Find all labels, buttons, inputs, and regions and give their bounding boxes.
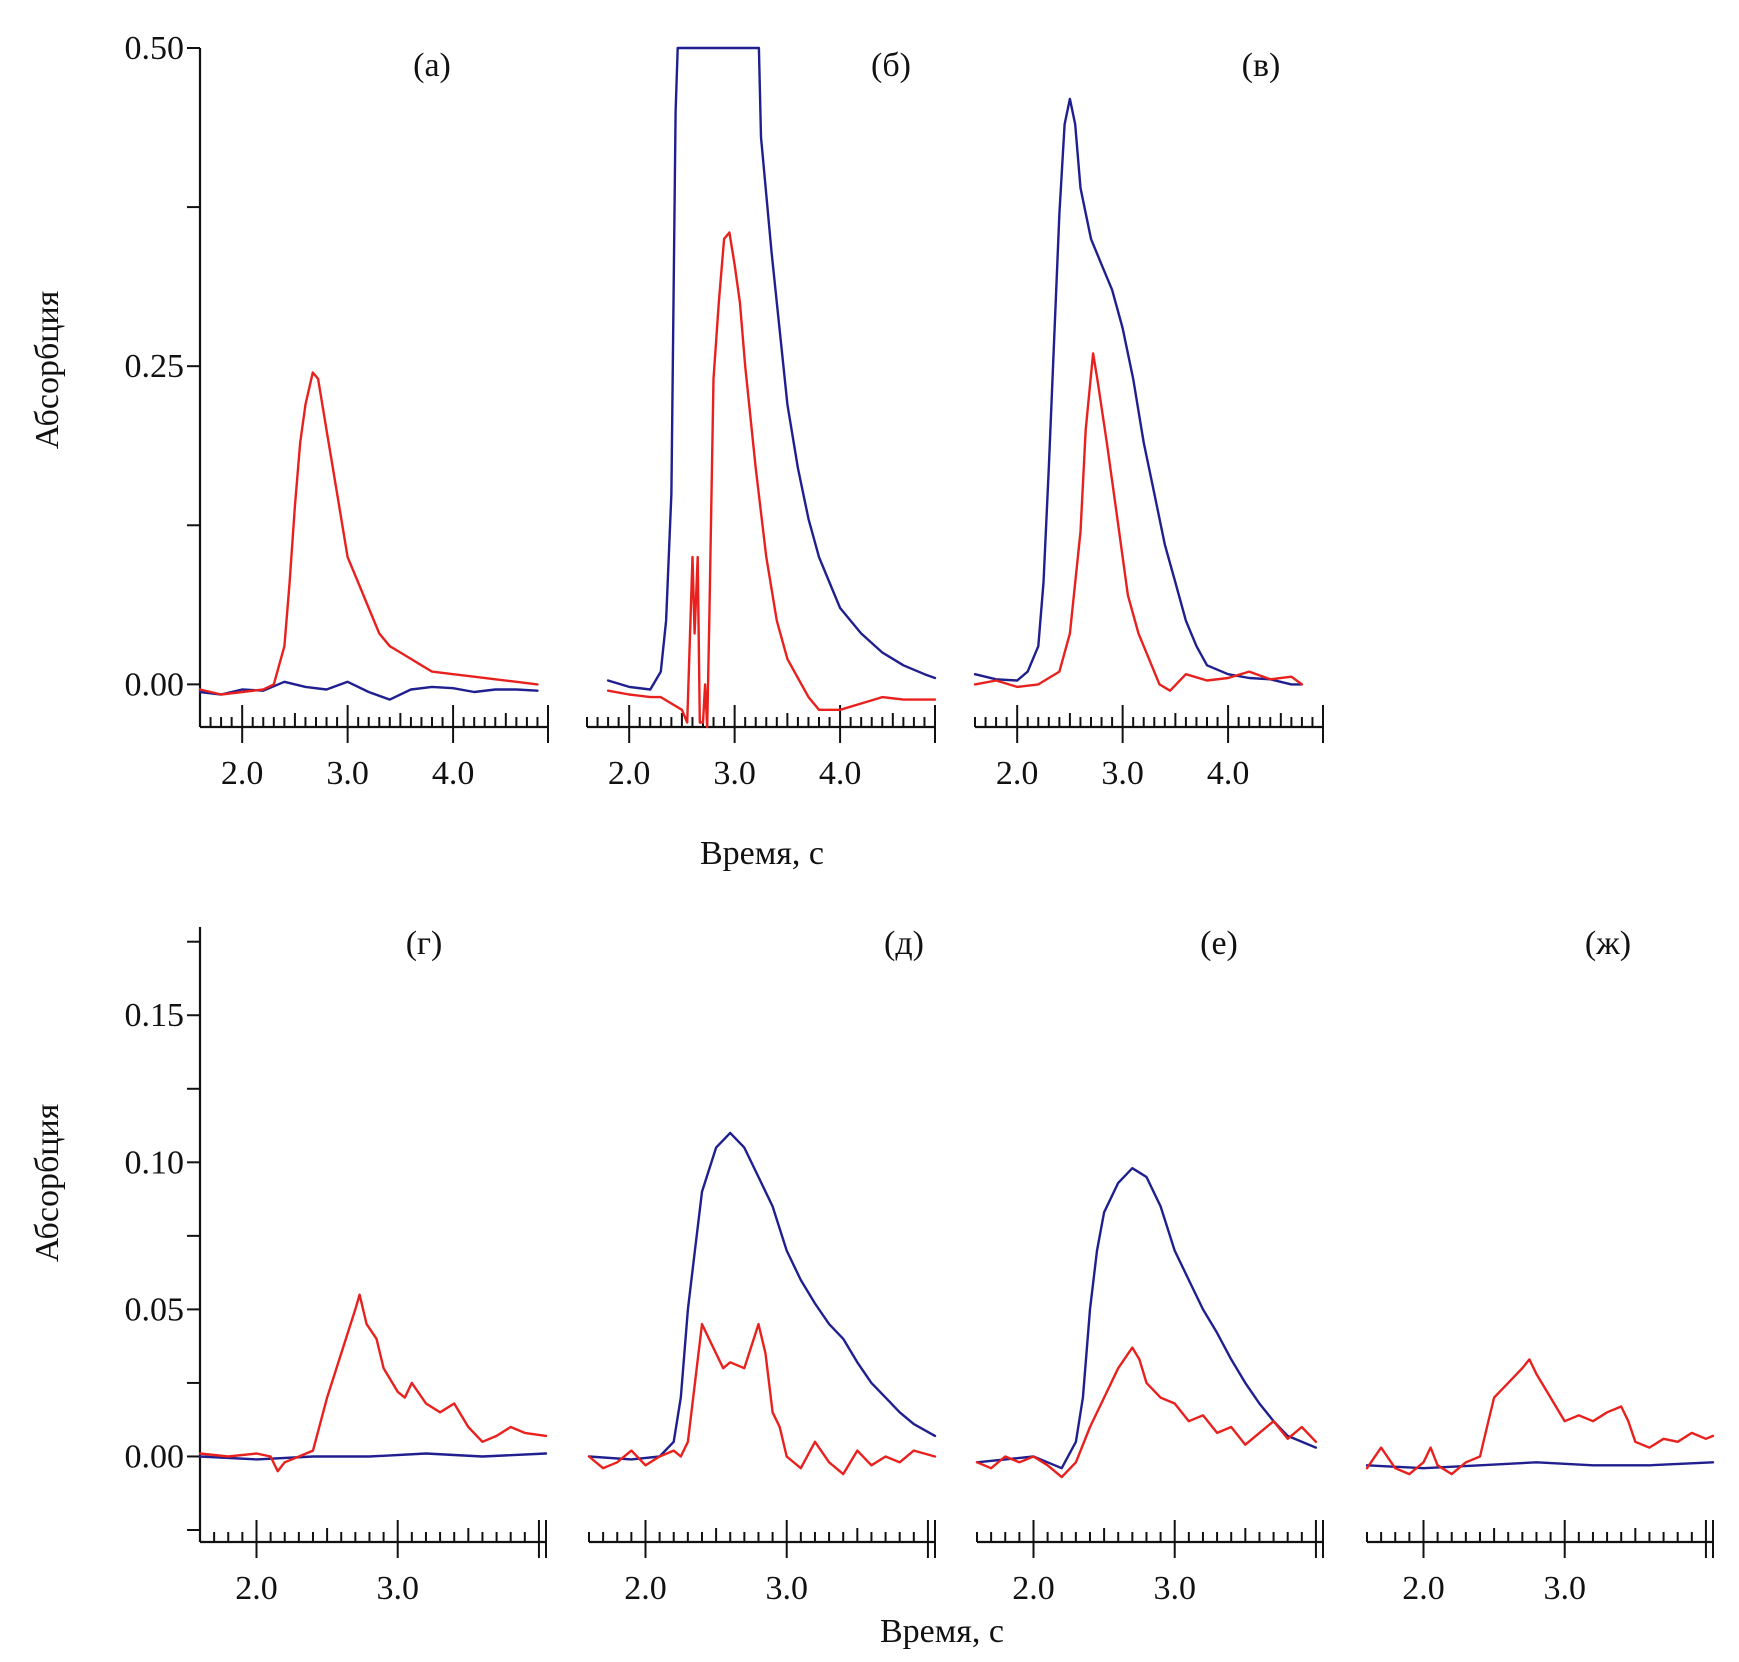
x-tick-label-b: 4.0 <box>819 755 862 792</box>
trace-blue-c <box>973 97 1304 686</box>
x-tick-label-g: 2.0 <box>1402 1570 1445 1607</box>
panel-label-e: (д) <box>884 925 924 962</box>
trace-blue-b <box>606 46 937 691</box>
y-tick-label-a: 0.50 <box>125 30 185 67</box>
trace-blue-f <box>975 1166 1318 1470</box>
x-tick-label-c: 4.0 <box>1207 755 1250 792</box>
top-y-axis-title: Абсорбция <box>29 290 66 449</box>
y-tick-label-d: 0.05 <box>125 1291 185 1328</box>
trace-blue-g <box>1365 1461 1715 1470</box>
x-tick-label-a: 4.0 <box>432 755 475 792</box>
y-tick-label-a: 0.25 <box>125 348 185 385</box>
x-tick-label-b: 3.0 <box>713 755 756 792</box>
x-tick-label-c: 3.0 <box>1101 755 1144 792</box>
panel-label-d: (г) <box>406 925 443 962</box>
y-tick-label-d: 0.15 <box>125 997 185 1034</box>
x-tick-label-d: 2.0 <box>235 1570 278 1607</box>
x-tick-label-e: 2.0 <box>624 1570 667 1607</box>
panel-label-a: (а) <box>413 47 451 84</box>
trace-red-g <box>1365 1358 1715 1476</box>
x-tick-label-b: 2.0 <box>608 755 651 792</box>
panel-label-f: (е) <box>1200 925 1238 962</box>
ticks-layer <box>187 47 1714 1558</box>
y-tick-label-a: 0.00 <box>125 666 185 703</box>
x-tick-label-f: 2.0 <box>1012 1570 1055 1607</box>
trace-red-b <box>606 231 937 729</box>
traces-layer <box>198 46 1715 1479</box>
trace-red-a <box>198 371 539 696</box>
x-tick-label-f: 3.0 <box>1153 1570 1196 1607</box>
x-tick-label-c: 2.0 <box>996 755 1039 792</box>
x-tick-label-a: 2.0 <box>221 755 264 792</box>
x-tick-label-g: 3.0 <box>1543 1570 1586 1607</box>
y-tick-label-d: 0.10 <box>125 1144 185 1181</box>
panel-label-g: (ж) <box>1585 925 1631 962</box>
top-x-axis-title: Время, с <box>700 835 824 872</box>
trace-red-e <box>587 1322 937 1476</box>
trace-red-d <box>198 1293 548 1473</box>
x-tick-label-d: 3.0 <box>376 1570 419 1607</box>
x-tick-label-e: 3.0 <box>765 1570 808 1607</box>
bottom-x-axis-title: Время, с <box>880 1613 1004 1650</box>
labels-layer: 2.0 3.0 4.0 0.00 0.25 0.50 (а) 2.0 3.0 4.0 (б) 2.0 3… <box>125 30 1632 1607</box>
panel-label-b: (б) <box>871 47 911 84</box>
trace-red-c <box>973 352 1304 692</box>
x-tick-label-a: 3.0 <box>326 755 369 792</box>
trace-blue-d <box>198 1452 548 1461</box>
trace-blue-e <box>587 1131 937 1461</box>
panel-label-c: (в) <box>1242 47 1281 84</box>
bottom-y-axis-title: Абсорбция <box>29 1103 66 1262</box>
y-tick-label-d: 0.00 <box>125 1438 185 1475</box>
trace-red-f <box>975 1346 1318 1479</box>
